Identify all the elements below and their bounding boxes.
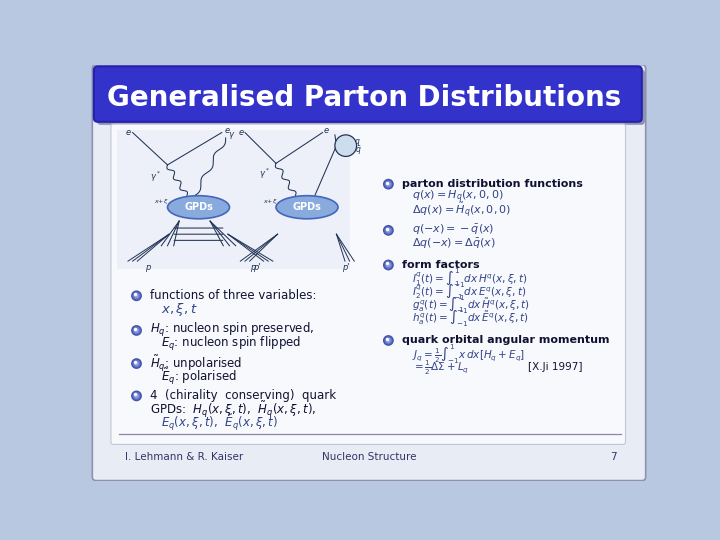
Circle shape <box>384 336 392 345</box>
Text: e: e <box>225 126 230 135</box>
Circle shape <box>131 390 142 401</box>
Circle shape <box>134 394 139 398</box>
FancyBboxPatch shape <box>94 66 642 122</box>
Text: $\bar{q}$: $\bar{q}$ <box>355 145 361 157</box>
Text: functions of three variables:: functions of three variables: <box>150 289 317 302</box>
Text: 7: 7 <box>611 453 617 462</box>
Circle shape <box>335 135 356 157</box>
Ellipse shape <box>276 195 338 219</box>
Text: q: q <box>355 137 360 146</box>
Text: $\Delta q(-x) = \Delta\bar{q}(x)$: $\Delta q(-x) = \Delta\bar{q}(x)$ <box>412 237 495 251</box>
Circle shape <box>383 225 394 236</box>
Bar <box>117 130 350 269</box>
Circle shape <box>386 182 391 186</box>
Circle shape <box>132 327 140 334</box>
Ellipse shape <box>168 195 230 219</box>
Text: $\tilde{E}_q$: polarised: $\tilde{E}_q$: polarised <box>161 367 237 387</box>
Circle shape <box>386 262 391 267</box>
Text: p: p <box>250 264 256 273</box>
Circle shape <box>132 292 140 300</box>
Circle shape <box>131 291 142 301</box>
Circle shape <box>134 361 139 366</box>
Circle shape <box>131 358 142 369</box>
Circle shape <box>132 392 140 400</box>
Text: 4  (chirality  conserving)  quark: 4 (chirality conserving) quark <box>150 389 336 402</box>
Text: M: M <box>342 141 349 150</box>
Circle shape <box>134 328 139 333</box>
Circle shape <box>384 180 392 188</box>
Text: $g_a^q(t) = \int_{-1}^{1} dx\, \tilde{H}^q(x,\xi,t)$: $g_a^q(t) = \int_{-1}^{1} dx\, \tilde{H}… <box>412 293 530 316</box>
Text: $x{-}\xi$: $x{-}\xi$ <box>208 197 222 206</box>
FancyBboxPatch shape <box>97 70 645 125</box>
Text: $E_q(x,\xi,t)$,  $\tilde{E}_q(x,\xi,t)$: $E_q(x,\xi,t)$, $\tilde{E}_q(x,\xi,t)$ <box>161 413 279 433</box>
Text: $x{+}\xi$: $x{+}\xi$ <box>263 197 277 206</box>
Circle shape <box>383 335 394 346</box>
Circle shape <box>131 325 142 336</box>
Text: $x{-}\xi$: $x{-}\xi$ <box>316 197 331 206</box>
Text: p': p' <box>253 264 261 273</box>
Text: $\gamma$: $\gamma$ <box>228 130 235 141</box>
Text: e: e <box>324 126 329 135</box>
Text: $q(-x) = -\bar{q}(x)$: $q(-x) = -\bar{q}(x)$ <box>412 223 494 238</box>
Text: [X.Ji 1997]: [X.Ji 1997] <box>528 362 582 373</box>
Text: $I_2^q(t) = \int_{-1}^{1} dx\, E^q(x,\xi,t)$: $I_2^q(t) = \int_{-1}^{1} dx\, E^q(x,\xi… <box>412 279 526 303</box>
Text: $\Delta q(x) = \tilde{H}_q(x,0,0)$: $\Delta q(x) = \tilde{H}_q(x,0,0)$ <box>412 200 511 220</box>
Text: form factors: form factors <box>402 260 480 270</box>
Text: $\gamma^*$: $\gamma^*$ <box>150 169 161 184</box>
Circle shape <box>132 360 140 367</box>
Text: $h_a^q(t) = \int_{-1}^{1} dx\, \tilde{E}^q(x,\xi,t)$: $h_a^q(t) = \int_{-1}^{1} dx\, \tilde{E}… <box>412 306 528 329</box>
Text: $= \frac{1}{2}\Delta\Sigma + L_q$: $= \frac{1}{2}\Delta\Sigma + L_q$ <box>412 358 469 376</box>
Text: $q(x) = H_q(x,0,0)$: $q(x) = H_q(x,0,0)$ <box>412 189 503 205</box>
Text: GPDs:  $H_q(x,\xi,t)$,  $\tilde{H}_q(x,\xi,t)$,: GPDs: $H_q(x,\xi,t)$, $\tilde{H}_q(x,\xi… <box>150 400 317 420</box>
Text: $E_q$: nucleon spin flipped: $E_q$: nucleon spin flipped <box>161 335 302 353</box>
Text: $x, \xi, t$: $x, \xi, t$ <box>161 301 198 318</box>
Circle shape <box>386 228 391 233</box>
Text: GPDs: GPDs <box>292 202 321 212</box>
Text: parton distribution functions: parton distribution functions <box>402 179 583 189</box>
Text: I. Lehmann & R. Kaiser: I. Lehmann & R. Kaiser <box>125 453 243 462</box>
Circle shape <box>384 261 392 269</box>
Text: e: e <box>238 128 243 137</box>
Circle shape <box>134 294 139 298</box>
Circle shape <box>383 179 394 190</box>
Circle shape <box>384 226 392 234</box>
Text: e: e <box>125 128 130 137</box>
Text: $H_q$: nucleon spin preserved,: $H_q$: nucleon spin preserved, <box>150 321 315 340</box>
Text: $\gamma^*$: $\gamma^*$ <box>258 167 270 181</box>
Text: $J_q = \frac{1}{2}\int_{-1}^{1} x\,dx[H_q + E_q]$: $J_q = \frac{1}{2}\int_{-1}^{1} x\,dx[H_… <box>412 342 525 366</box>
Text: $I_1^q(t) = \int_{-1}^{1} dx\, H^q(x,\xi,t)$: $I_1^q(t) = \int_{-1}^{1} dx\, H^q(x,\xi… <box>412 266 527 290</box>
Text: Generalised Parton Distributions: Generalised Parton Distributions <box>107 84 621 112</box>
Text: quark orbital angular momentum: quark orbital angular momentum <box>402 335 610 346</box>
Text: p': p' <box>342 264 350 273</box>
Text: Nucleon Structure: Nucleon Structure <box>322 453 416 462</box>
Text: p: p <box>145 264 150 273</box>
Text: $x{+}\xi$: $x{+}\xi$ <box>155 197 169 206</box>
Circle shape <box>386 338 391 343</box>
FancyBboxPatch shape <box>111 124 626 444</box>
Circle shape <box>383 260 394 271</box>
Text: GPDs: GPDs <box>184 202 213 212</box>
FancyBboxPatch shape <box>92 65 646 481</box>
Text: $\tilde{H}_q$: unpolarised: $\tilde{H}_q$: unpolarised <box>150 353 243 374</box>
